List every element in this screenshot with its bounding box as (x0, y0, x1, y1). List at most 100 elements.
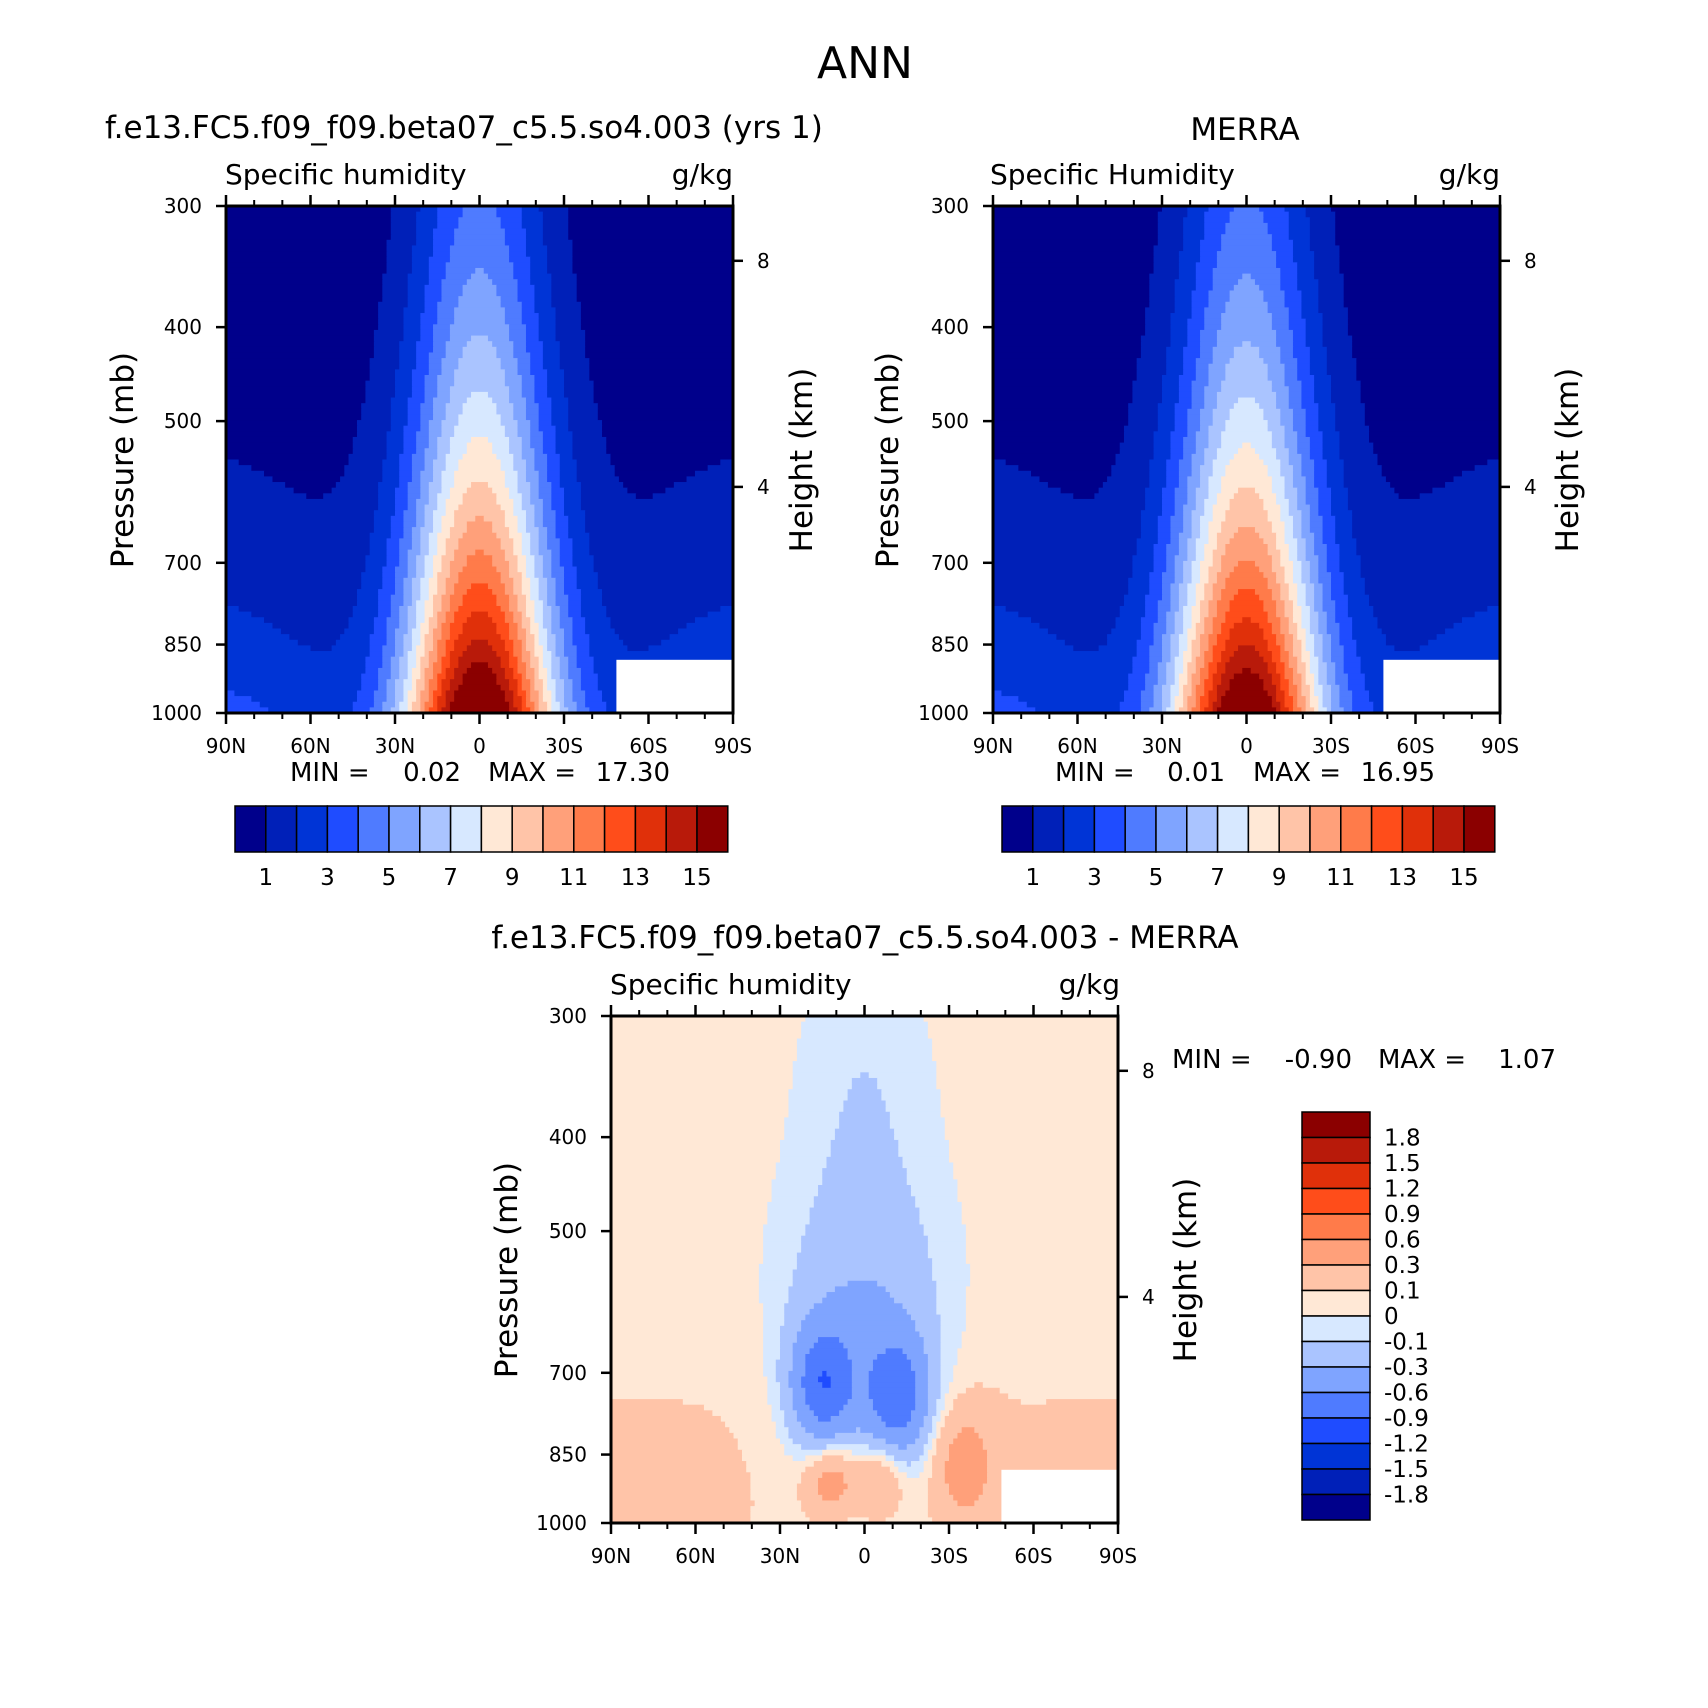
humidity-cell (538, 408, 552, 416)
humidity-cell (1204, 391, 1218, 399)
colorbar-swatch (1301, 1366, 1371, 1394)
humidity-cell (1292, 420, 1307, 427)
humidity-cell (492, 617, 506, 624)
humidity-cell (534, 560, 544, 568)
humidity-cell (226, 600, 358, 607)
difference-cell (733, 1432, 777, 1440)
humidity-cell (420, 639, 426, 646)
difference-cell (826, 1370, 853, 1378)
humidity-cell (1297, 634, 1307, 641)
humidity-cell (1276, 696, 1286, 703)
humidity-cell (407, 487, 421, 494)
humidity-cell (551, 605, 561, 613)
humidity-cell (504, 313, 523, 320)
humidity-cell (1166, 617, 1176, 624)
humidity-cell (555, 442, 574, 449)
humidity-cell (386, 453, 400, 461)
humidity-cell (1191, 386, 1205, 393)
humidity-cell (1170, 527, 1184, 534)
humidity-cell (1204, 679, 1214, 686)
humidity-cell (521, 679, 531, 686)
humidity-cell (1305, 589, 1315, 596)
difference-cell (936, 1303, 967, 1310)
humidity-cell (1212, 420, 1226, 427)
humidity-cell (1178, 605, 1184, 613)
humidity-cell (466, 667, 493, 675)
difference-cell (927, 1438, 933, 1445)
humidity-cell (1276, 611, 1286, 618)
humidity-cell (572, 690, 586, 697)
humidity-cell (1031, 470, 1112, 477)
humidity-cell (1178, 645, 1188, 652)
humidity-cell (1271, 442, 1286, 449)
humidity-cell (1187, 594, 1197, 601)
humidity-cell (1195, 284, 1214, 292)
humidity-cell (1183, 228, 1205, 235)
humidity-cell (1331, 690, 1341, 697)
humidity-cell (1284, 701, 1294, 708)
humidity-cell (462, 594, 497, 601)
humidity-cell (993, 284, 1150, 292)
humidity-cell (1318, 667, 1328, 675)
humidity-cell (407, 560, 417, 568)
humidity-cell (1187, 707, 1193, 714)
difference-cell (813, 1342, 844, 1349)
difference-cell (809, 1218, 921, 1226)
humidity-cell (669, 634, 734, 641)
humidity-cell (580, 498, 734, 506)
humidity-cell (475, 515, 485, 523)
humidity-cell (530, 696, 540, 703)
humidity-cell (454, 521, 468, 528)
humidity-cell (1149, 290, 1176, 297)
difference-cell (932, 1044, 1119, 1051)
difference-cell (868, 1376, 916, 1383)
humidity-cell (454, 307, 506, 314)
humidity-cell (356, 420, 392, 427)
humidity-cell (1195, 594, 1205, 601)
humidity-cell (530, 684, 536, 692)
humidity-cell (555, 307, 582, 314)
humidity-cell (1322, 684, 1332, 692)
humidity-cell (445, 414, 459, 421)
difference-cell (885, 1517, 933, 1524)
humidity-cell (1339, 448, 1374, 455)
humidity-cell (449, 329, 510, 337)
humidity-cell (1297, 667, 1307, 675)
humidity-cell (597, 414, 734, 421)
humidity-cell (564, 566, 578, 573)
colorbar-label: 1 (258, 865, 273, 891)
difference-cell (792, 1072, 861, 1079)
humidity-cell (1229, 605, 1264, 613)
humidity-cell (1191, 572, 1201, 579)
difference-cell (611, 1354, 764, 1361)
humidity-cell (576, 470, 616, 477)
humidity-cell (993, 555, 1134, 562)
humidity-cell (428, 628, 434, 635)
humidity-cell (1208, 645, 1214, 652)
humidity-cell (496, 673, 506, 680)
humidity-cell (369, 375, 396, 382)
humidity-cell (513, 696, 523, 703)
humidity-cell (1259, 493, 1277, 500)
humidity-cell (555, 318, 582, 325)
humidity-cell (449, 566, 464, 573)
humidity-cell (564, 679, 574, 686)
difference-cell (839, 1117, 891, 1124)
humidity-cell (993, 459, 1007, 466)
humidity-cell (1331, 639, 1341, 646)
humidity-cell (521, 217, 544, 224)
humidity-cell (1331, 634, 1341, 641)
difference-cell (949, 1444, 984, 1451)
humidity-cell (1284, 634, 1294, 641)
humidity-cell (1271, 560, 1281, 568)
humidity-cell (1305, 335, 1324, 342)
humidity-cell (1178, 639, 1188, 646)
humidity-cell (1292, 707, 1303, 714)
humidity-cell (403, 583, 413, 590)
humidity-cell (390, 222, 417, 230)
humidity-cell (1216, 532, 1235, 539)
humidity-cell (496, 352, 514, 359)
humidity-cell (420, 408, 434, 416)
humidity-cell (462, 600, 497, 607)
humidity-cell (542, 498, 552, 506)
